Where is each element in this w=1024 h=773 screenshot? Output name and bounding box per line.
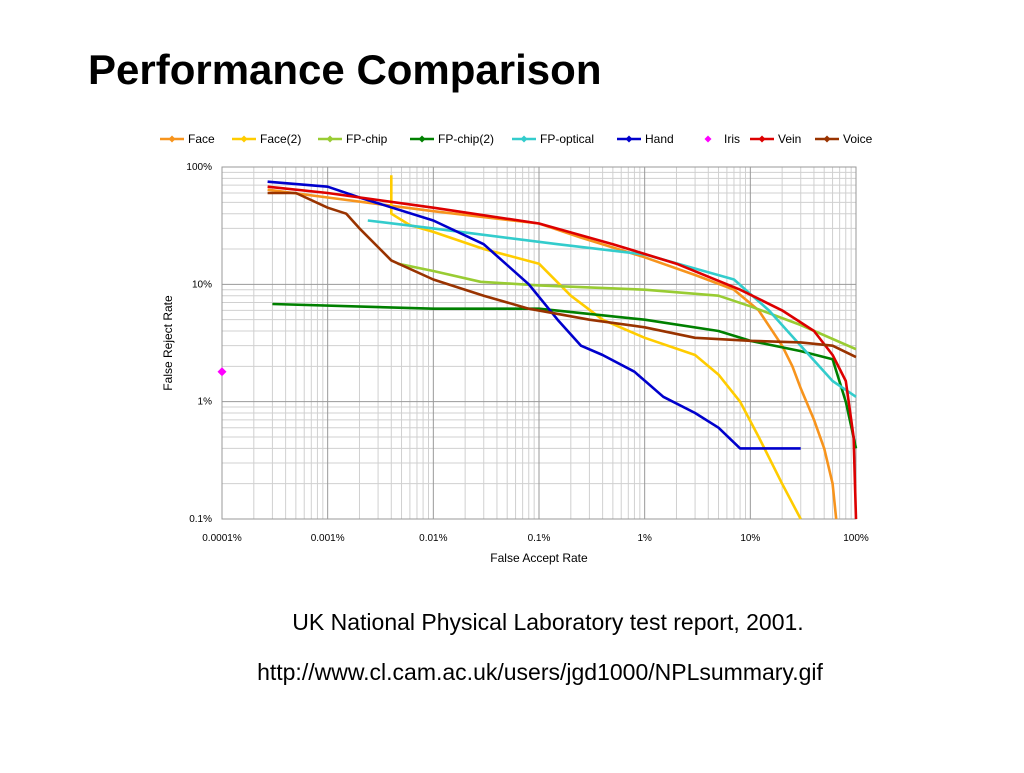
data-point [217, 367, 227, 377]
legend-marker [418, 135, 426, 143]
legend-label: Face(2) [260, 132, 301, 146]
series-line [272, 302, 858, 449]
legend-marker [625, 135, 633, 143]
caption: http://www.cl.cam.ac.uk/users/jgd1000/NP… [257, 659, 823, 685]
y-axis-label: False Reject Rate [161, 295, 175, 391]
legend-marker [758, 135, 766, 143]
series-group [267, 175, 858, 520]
legend-label: Vein [778, 132, 801, 146]
x-tick-label: 1% [637, 533, 652, 544]
x-tick-label: 100% [843, 533, 869, 544]
series-line [267, 185, 858, 520]
series-line [267, 191, 857, 359]
y-tick-label: 100% [186, 162, 212, 173]
x-tick-label: 0.001% [311, 533, 345, 544]
y-tick-label: 1% [198, 397, 213, 408]
y-tick-label: 10% [192, 279, 212, 290]
slide-title: Performance Comparison [88, 46, 601, 93]
x-axis-label: False Accept Rate [490, 551, 588, 565]
legend-label: FP-optical [540, 132, 594, 146]
x-tick-label: 0.1% [528, 533, 551, 544]
legend-marker [168, 135, 176, 143]
legend-label: Iris [724, 132, 740, 146]
legend-marker [704, 135, 712, 143]
legend-label: Voice [843, 132, 873, 146]
legend-marker [240, 135, 248, 143]
x-tick-label: 0.01% [419, 533, 447, 544]
series-line [267, 180, 801, 450]
legend-label: Hand [645, 132, 674, 146]
series-line [397, 262, 857, 351]
series-line [267, 188, 838, 520]
legend-label: FP-chip(2) [438, 132, 494, 146]
legend-marker [520, 135, 528, 143]
y-tick-label: 0.1% [189, 514, 212, 525]
legend-label: FP-chip [346, 132, 388, 146]
legend-marker [326, 135, 334, 143]
caption: UK National Physical Laboratory test rep… [292, 609, 803, 635]
legend-marker [823, 135, 831, 143]
x-tick-label: 10% [740, 533, 760, 544]
x-tick-label: 0.0001% [202, 533, 242, 544]
legend-label: Face [188, 132, 215, 146]
series-line [367, 219, 857, 398]
